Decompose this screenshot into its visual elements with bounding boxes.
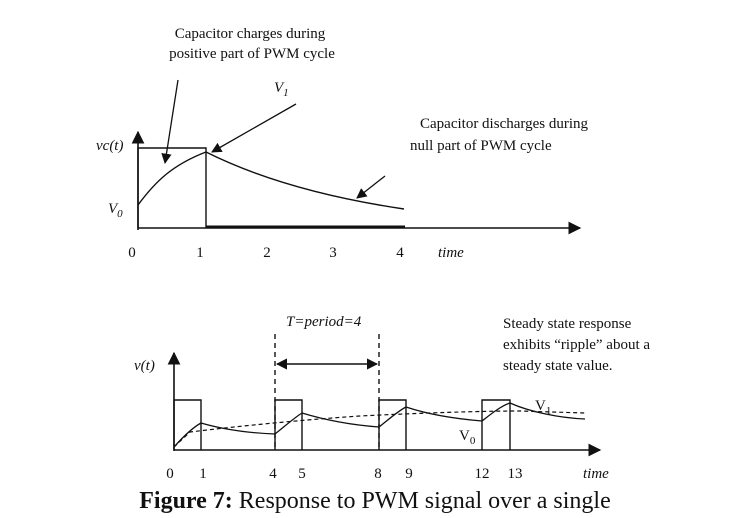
charge-annotation-line-2: positive part of PWM cycle (169, 46, 335, 62)
period-label: T=period=4 (286, 314, 362, 330)
average-level-dashed (173, 410, 586, 448)
top-tick-label: 2 (263, 245, 271, 261)
v0-label: V0 (108, 201, 123, 220)
bottom-tick-label: 12 (475, 466, 490, 482)
bottom-tick-label: 5 (298, 466, 306, 482)
bottom-tick-label: 13 (508, 466, 523, 482)
top-x-axis-label: time (438, 245, 464, 261)
bottom-tick-label: 4 (269, 466, 277, 482)
vc-axis-label: vc(t) (96, 138, 123, 154)
pwm-pulse (173, 399, 202, 450)
vt-axis-label: v(t) (134, 358, 155, 374)
v1-level-label: V1 (535, 398, 551, 417)
discharge-pointer-arrow (356, 175, 386, 199)
bottom-x-axis-label: time (583, 466, 609, 482)
top-tick-label: 1 (196, 245, 204, 261)
top-tick-label: 3 (329, 245, 337, 261)
top-tick-label: 0 (128, 245, 136, 261)
top-diagram: Capacitor charges during positive part o… (96, 26, 589, 261)
bottom-pwm-pulses (173, 399, 511, 450)
bottom-tick-label: 0 (166, 466, 174, 482)
v1-pointer-arrow (211, 103, 297, 153)
v1-label: V1 (274, 80, 289, 99)
pwm-pulse (378, 399, 407, 450)
caption-prefix: Figure 7: (139, 488, 233, 514)
figure-caption: Figure 7: Response to PWM signal over a … (0, 486, 750, 516)
steady-annotation-line-1: Steady state response (503, 316, 632, 332)
steady-annotation-line-2: exhibits “ripple” about a (503, 337, 650, 353)
pwm-pulse (274, 399, 303, 450)
top-pwm-pulse (137, 147, 207, 228)
bottom-tick-label: 9 (405, 466, 413, 482)
top-response-curve (137, 151, 405, 210)
v0-level-label: V0 (459, 428, 476, 447)
caption-text: Response to PWM signal over a single (232, 488, 611, 514)
ripple-response-curve (173, 402, 586, 448)
steady-annotation-line-3: steady state value. (503, 358, 613, 374)
discharge-annotation-line-2: null part of PWM cycle (410, 138, 552, 154)
charge-pointer-arrow (161, 79, 179, 165)
top-tick-label: 4 (396, 245, 404, 261)
charge-annotation-line-1: Capacitor charges during (175, 26, 326, 42)
bottom-tick-label: 8 (374, 466, 382, 482)
bottom-tick-label: 1 (199, 466, 207, 482)
bottom-diagram: T=period=4 Steady state response exhibit… (134, 314, 650, 482)
pwm-pulse (481, 399, 511, 450)
discharge-annotation-line-1: Capacitor discharges during (420, 116, 589, 132)
